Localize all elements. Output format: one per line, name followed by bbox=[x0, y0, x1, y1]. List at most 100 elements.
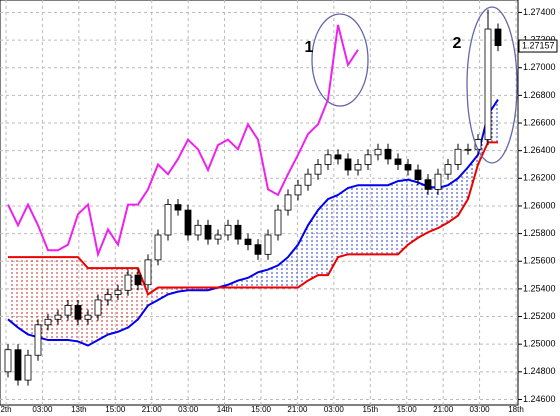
candle-body bbox=[364, 154, 372, 165]
price-box bbox=[518, 39, 558, 53]
cloud bbox=[408, 179, 418, 245]
candle-body bbox=[194, 224, 202, 236]
candle-body bbox=[34, 324, 42, 356]
cloud bbox=[398, 179, 408, 255]
candle-body bbox=[294, 184, 302, 196]
y-tick-label: 1.27400 bbox=[523, 7, 556, 17]
cloud bbox=[348, 185, 358, 255]
y-tick-label: 1.25800 bbox=[523, 228, 556, 238]
candle-body bbox=[284, 194, 292, 211]
candle-body bbox=[4, 349, 12, 373]
cloud bbox=[268, 265, 278, 288]
candle-body bbox=[344, 158, 352, 171]
line-series bbox=[8, 141, 498, 296]
candle-body bbox=[254, 244, 262, 255]
cloud bbox=[338, 187, 348, 258]
candle-body bbox=[204, 224, 212, 240]
cloud bbox=[98, 268, 108, 341]
candle-body bbox=[124, 274, 132, 291]
cloud bbox=[18, 257, 28, 335]
x-tick-label: 03:00 bbox=[470, 405, 491, 414]
cloud bbox=[358, 185, 368, 255]
candle-body bbox=[424, 179, 432, 190]
candle-body bbox=[14, 349, 22, 381]
x-tick-label: 21:00 bbox=[142, 405, 163, 414]
cloud bbox=[308, 210, 318, 281]
x-tick-label: 03:00 bbox=[324, 405, 345, 414]
candle-body bbox=[224, 224, 232, 236]
x-tick-label: 15th bbox=[362, 405, 378, 414]
x-tick-label: 21:00 bbox=[433, 405, 454, 414]
cloud bbox=[108, 268, 118, 335]
cloud bbox=[8, 257, 18, 328]
cloud bbox=[258, 269, 268, 288]
annotation: 2 bbox=[453, 35, 462, 52]
candle-body bbox=[184, 209, 192, 236]
cloud bbox=[248, 272, 258, 288]
cloud bbox=[328, 194, 338, 276]
cloud bbox=[368, 185, 378, 255]
y-tick-label: 1.26400 bbox=[523, 145, 556, 155]
candle-body bbox=[134, 274, 142, 286]
candle-body bbox=[54, 314, 62, 320]
cloud bbox=[448, 178, 458, 223]
candle-body bbox=[394, 158, 402, 165]
cloud bbox=[418, 182, 428, 238]
annotation: 1 bbox=[305, 39, 314, 56]
candle-body bbox=[434, 173, 442, 190]
candle-body bbox=[464, 148, 472, 151]
candle-body bbox=[264, 234, 272, 255]
candle-body bbox=[454, 148, 462, 165]
x-tick-label: 21:00 bbox=[287, 405, 308, 414]
line-series bbox=[7, 98, 499, 347]
cloud bbox=[48, 257, 58, 341]
cloud bbox=[158, 287, 168, 300]
candle-body bbox=[244, 238, 252, 246]
y-tick-label: 1.26800 bbox=[523, 90, 556, 100]
y-tick-label: 1.25000 bbox=[523, 339, 556, 349]
candle-body bbox=[234, 224, 242, 240]
y-tick-label: 1.27000 bbox=[523, 62, 556, 72]
candle-body bbox=[334, 154, 342, 160]
y-tick-label: 1.27200 bbox=[523, 34, 556, 44]
x-tick-label: 2th bbox=[0, 405, 11, 414]
candle-body bbox=[114, 289, 122, 295]
candle-body bbox=[94, 299, 102, 316]
candle-body bbox=[414, 169, 422, 181]
line-series bbox=[7, 24, 359, 258]
cloud bbox=[428, 186, 438, 233]
candle-body bbox=[494, 28, 502, 47]
y-tick-label: 1.25200 bbox=[523, 311, 556, 321]
candle-body bbox=[274, 209, 282, 236]
candle-body bbox=[354, 164, 362, 171]
candle-body bbox=[154, 234, 162, 261]
candle-body bbox=[104, 294, 112, 301]
candle-body bbox=[304, 173, 312, 186]
y-tick-label: 1.26600 bbox=[523, 117, 556, 127]
candle-body bbox=[64, 305, 72, 316]
candle-body bbox=[24, 354, 32, 381]
y-tick-label: 1.24600 bbox=[523, 394, 556, 404]
x-tick-label: 18th bbox=[508, 405, 524, 414]
candle-body bbox=[84, 314, 92, 320]
y-tick-label: 1.25400 bbox=[523, 283, 556, 293]
x-tick-label: 03:00 bbox=[178, 405, 199, 414]
cloud bbox=[68, 257, 78, 342]
cloud bbox=[58, 257, 68, 341]
cloud bbox=[438, 185, 448, 229]
price-label: 1.27157 bbox=[522, 40, 555, 50]
x-tick-label: 13th bbox=[71, 405, 87, 414]
y-tick-label: 1.26000 bbox=[523, 200, 556, 210]
cloud bbox=[458, 167, 468, 216]
cloud bbox=[318, 199, 328, 276]
cloud bbox=[388, 181, 398, 255]
x-tick-label: 15:00 bbox=[105, 405, 126, 414]
cloud bbox=[378, 185, 388, 255]
highlight-ellipse bbox=[311, 13, 369, 107]
candle-body bbox=[384, 148, 392, 160]
x-tick-label: 14th bbox=[217, 405, 233, 414]
candle-body bbox=[44, 318, 52, 326]
candle-body bbox=[374, 148, 382, 156]
y-tick-label: 1.24800 bbox=[523, 366, 556, 376]
